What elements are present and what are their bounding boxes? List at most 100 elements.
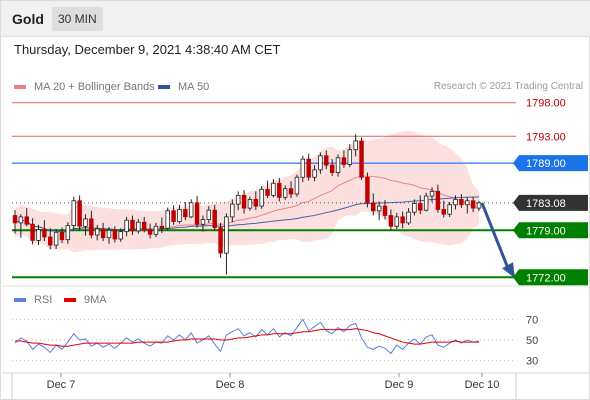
x-tick-label: Dec 7 <box>47 379 76 391</box>
candle-body <box>12 215 18 224</box>
candle-body <box>347 149 353 165</box>
candle <box>106 226 112 244</box>
candle-body <box>247 198 253 209</box>
level-label-1789-00-tag <box>513 155 588 172</box>
candle <box>470 196 476 213</box>
bollinger-band-area <box>15 130 479 253</box>
candle-body <box>224 216 229 254</box>
candle <box>230 199 235 223</box>
candle <box>324 150 329 170</box>
candle-body <box>382 205 388 216</box>
candle <box>95 224 100 241</box>
candle <box>53 228 59 250</box>
candle <box>48 228 53 250</box>
candle <box>341 150 347 168</box>
candle-body <box>376 205 382 212</box>
candle <box>12 210 18 234</box>
rsi-series-9ma <box>15 328 479 347</box>
candle-body <box>30 223 35 241</box>
legend-ma20-label: MA 20 + Bollinger Bands <box>34 81 155 93</box>
ma9-swatch <box>64 298 76 303</box>
candle-body <box>95 228 100 236</box>
candle <box>441 200 446 218</box>
candle <box>235 191 241 211</box>
candle <box>24 208 29 227</box>
level-label-1772-00: 1772.00 <box>526 272 566 284</box>
candle <box>271 179 276 198</box>
candle <box>347 144 353 168</box>
candle <box>153 222 159 237</box>
x-tick-label: Dec 9 <box>385 379 414 391</box>
candle <box>89 210 94 239</box>
candle-body <box>59 231 65 241</box>
level-label-1783-08-tag <box>513 194 588 211</box>
candle-body <box>441 209 446 215</box>
candle <box>335 154 341 177</box>
candle <box>459 194 464 209</box>
level-label-1798-00: 1798.00 <box>526 98 566 110</box>
candle-body <box>206 209 212 220</box>
candle-body <box>118 231 123 240</box>
candle-body <box>253 198 259 207</box>
candle-body <box>423 195 429 211</box>
candle-body <box>306 158 311 178</box>
candle <box>224 213 229 275</box>
candle-body <box>136 221 141 232</box>
candle-body <box>324 155 329 166</box>
candle <box>71 196 76 230</box>
candle <box>147 223 153 239</box>
rsi-series-rsi <box>14 318 480 355</box>
timeframe-button[interactable]: 30 MIN <box>52 7 103 31</box>
candle <box>300 155 306 182</box>
candle-body <box>365 176 370 204</box>
candle <box>183 202 188 221</box>
rsi-tick-label: 50 <box>526 335 538 347</box>
candle-body <box>294 176 300 195</box>
forecast-arrow-shaft <box>480 202 510 269</box>
chart-header: Gold 30 MIN <box>1 1 590 37</box>
instrument-name: Gold <box>12 11 44 27</box>
candle-body <box>65 225 71 241</box>
candle <box>406 208 411 225</box>
candle <box>247 196 253 211</box>
candle-body <box>300 158 306 178</box>
candle-body <box>218 227 223 254</box>
copyright-text: Research © 2021 Trading Central <box>433 81 583 92</box>
candle-body <box>141 221 147 231</box>
candle-body <box>453 198 458 206</box>
candle-body <box>159 225 165 229</box>
candle-body <box>130 219 135 232</box>
chart-datetime: Thursday, December 9, 2021 4:38:40 AM CE… <box>14 42 281 57</box>
candle-body <box>177 209 182 222</box>
candle <box>476 200 482 211</box>
legend-rsi: RSI <box>14 294 52 306</box>
candle-body <box>265 188 270 196</box>
legend-ma20-bb: MA 20 + Bollinger Bands <box>14 81 155 93</box>
candle-body <box>36 229 41 241</box>
candle-body <box>153 225 159 235</box>
candle-body <box>53 231 59 246</box>
candle <box>312 165 317 182</box>
candle-body <box>329 164 335 173</box>
candle-body <box>165 210 170 229</box>
candle <box>18 214 24 238</box>
candle-body <box>470 200 476 209</box>
candle <box>30 218 35 245</box>
candle-body <box>435 190 441 210</box>
candle <box>453 195 458 210</box>
candle-body <box>359 140 364 178</box>
candle <box>171 205 176 225</box>
level-label-1779-00: 1779.00 <box>526 225 566 237</box>
candle-body <box>48 236 53 246</box>
candle <box>329 159 335 176</box>
candle <box>241 190 247 214</box>
candle <box>65 222 71 244</box>
level-label-1793-00: 1793.00 <box>526 131 566 143</box>
candle <box>418 195 423 215</box>
candle <box>282 185 288 201</box>
candle-body <box>194 202 200 225</box>
candle-body <box>230 203 235 218</box>
candle <box>394 212 399 229</box>
candle-body <box>371 202 376 212</box>
